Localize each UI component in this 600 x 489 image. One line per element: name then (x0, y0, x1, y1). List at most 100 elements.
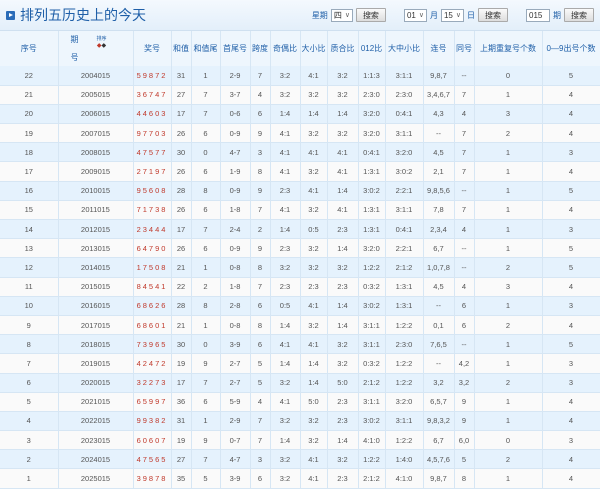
weekday-search-button[interactable]: 搜索 (355, 8, 386, 22)
cell-span: 7 (250, 200, 271, 221)
cell-sum-tail: 0 (191, 142, 221, 163)
sort-asc-icon[interactable]: ◆ (96, 43, 102, 49)
cell-big-mid-small: 3:0:2 (385, 161, 424, 182)
cell-same: 6 (454, 315, 475, 336)
cell-prime-composite: 1:4 (327, 238, 359, 259)
cell-same: 7 (454, 161, 475, 182)
cell-sum-tail: 7 (191, 449, 221, 470)
weekday-value: 四 (333, 10, 342, 20)
cell-same: 4 (454, 219, 475, 240)
cell-numbers: 60607 (133, 430, 172, 451)
cell-digit-count: 4 (542, 449, 600, 470)
cell-digit-count: 4 (542, 315, 600, 336)
cell-sum-tail: 7 (191, 104, 221, 125)
weekday-select[interactable]: 四 ∨ (330, 8, 353, 22)
cell-same: -- (454, 257, 475, 278)
col-span: 跨度 (250, 31, 271, 66)
cell-odd-even: 1:4 (270, 219, 301, 240)
day-select[interactable]: 15 ∨ (440, 8, 464, 22)
cell-prime-composite: 3:2 (327, 66, 359, 86)
col-big-mid-small: 大中小比 (385, 31, 424, 66)
cell-repeat-count: 1 (474, 392, 543, 412)
cell-sum: 36 (171, 392, 192, 412)
table-row: 8 2018015 73965 30 0 3-9 6 4:1 4:1 3:2 3:1:1 2:3:0 7… (0, 334, 600, 355)
sort-control[interactable]: 排序 ◆◆ (97, 35, 107, 49)
cell-sum: 21 (171, 257, 192, 278)
cell-issue: 2025015 (58, 468, 134, 489)
table-row: 1 2025015 39878 35 5 3-9 6 3:2 4:1 2:3 2:1:2 4:1:0 9… (0, 468, 600, 489)
cell-sum: 27 (171, 85, 192, 105)
cell-012: 0:3:2 (358, 353, 386, 374)
col-012: 012比 (358, 31, 386, 66)
cell-same: 9 (454, 411, 475, 432)
cell-sum-tail: 6 (191, 200, 221, 221)
cell-012: 1:3:1 (358, 161, 386, 182)
cell-issue: 2008015 (58, 142, 134, 163)
month-select[interactable]: 01 ∨ (403, 8, 427, 22)
cell-sum: 26 (171, 238, 192, 259)
cell-012: 3:1:1 (358, 334, 386, 355)
cell-big-mid-small: 1:2:2 (385, 373, 424, 393)
cell-odd-even: 0:5 (270, 296, 301, 316)
col-numbers: 奖号 (133, 31, 172, 66)
table-row: 4 2022015 99382 31 1 2-9 7 3:2 3:2 2:3 3:0:2 3:1:1 9… (0, 411, 600, 432)
cell-first-last: 0-9 (220, 123, 251, 144)
cell-digit-count: 4 (542, 392, 600, 412)
cell-index: 4 (0, 411, 59, 432)
cell-prime-composite: 2:3 (327, 392, 359, 412)
cell-repeat-count: 1 (474, 200, 543, 221)
cell-big-small: 0:5 (300, 219, 328, 240)
cell-first-last: 0-7 (220, 430, 251, 451)
issue-input[interactable]: 015 (526, 8, 550, 22)
cell-first-last: 2-7 (220, 373, 251, 393)
cell-sum-tail: 6 (191, 161, 221, 182)
cell-index: 12 (0, 257, 59, 278)
table-row: 18 2008015 47577 30 0 4-7 3 4:1 4:1 4:1 0:4:1 3:2:0… (0, 142, 600, 163)
cell-same: 6,0 (454, 430, 475, 451)
table-row: 13 2013015 64790 26 6 0-9 9 2:3 3:2 1:4 3:2:0 2:2:1… (0, 238, 600, 259)
cell-sum-tail: 5 (191, 468, 221, 489)
sort-desc-icon[interactable]: ◆ (101, 43, 107, 49)
date-search-button[interactable]: 搜索 (478, 8, 508, 22)
table-row: 11 2015015 84541 22 2 1-8 7 2:3 2:3 2:3 0:3:2 1:3:1… (0, 277, 600, 297)
cell-sum: 22 (171, 277, 192, 297)
cell-big-mid-small: 2:1:2 (385, 257, 424, 278)
cell-big-mid-small: 0:4:1 (385, 104, 424, 125)
cell-numbers: 68626 (133, 296, 172, 316)
cell-sum-tail: 1 (191, 411, 221, 432)
table-row: 14 2012015 23444 17 7 2-4 2 1:4 0:5 2:3 1:3:1 0:4:1… (0, 219, 600, 240)
cell-012: 1:3:1 (358, 200, 386, 221)
issue-search-button[interactable]: 搜索 (564, 8, 594, 22)
cell-big-small: 4:1 (300, 449, 328, 470)
cell-prime-composite: 3:2 (327, 85, 359, 105)
cell-sum-tail: 1 (191, 315, 221, 336)
cell-index: 10 (0, 296, 59, 316)
cell-span: 6 (250, 334, 271, 355)
cell-big-mid-small: 1:2:2 (385, 315, 424, 336)
cell-index: 19 (0, 123, 59, 144)
cell-012: 1:2:2 (358, 449, 386, 470)
cell-digit-count: 4 (542, 85, 600, 105)
col-index: 序号 (0, 31, 59, 66)
cell-sum-tail: 1 (191, 257, 221, 278)
cell-consecutive: 9,8,7 (423, 66, 455, 86)
cell-span: 5 (250, 373, 271, 393)
cell-digit-count: 5 (542, 66, 600, 86)
cell-big-small: 3:2 (300, 85, 328, 105)
cell-sum: 31 (171, 66, 192, 86)
cell-prime-composite: 1:4 (327, 181, 359, 201)
cell-big-small: 1:4 (300, 353, 328, 374)
cell-numbers: 39878 (133, 468, 172, 489)
cell-big-mid-small: 1:2:2 (385, 430, 424, 451)
cell-big-small: 4:1 (300, 66, 328, 86)
cell-sum-tail: 0 (191, 334, 221, 355)
cell-prime-composite: 3:2 (327, 334, 359, 355)
cell-digit-count: 3 (542, 296, 600, 316)
cell-prime-composite: 2:3 (327, 277, 359, 297)
cell-consecutive: 7,6,5 (423, 334, 455, 355)
cell-prime-composite: 2:3 (327, 468, 359, 489)
cell-repeat-count: 3 (474, 104, 543, 125)
col-issue: 期 号 排序 ◆◆ (58, 31, 134, 66)
col-digit-count: 0—9出号个数 (542, 31, 600, 66)
cell-big-mid-small: 3:1:1 (385, 66, 424, 86)
